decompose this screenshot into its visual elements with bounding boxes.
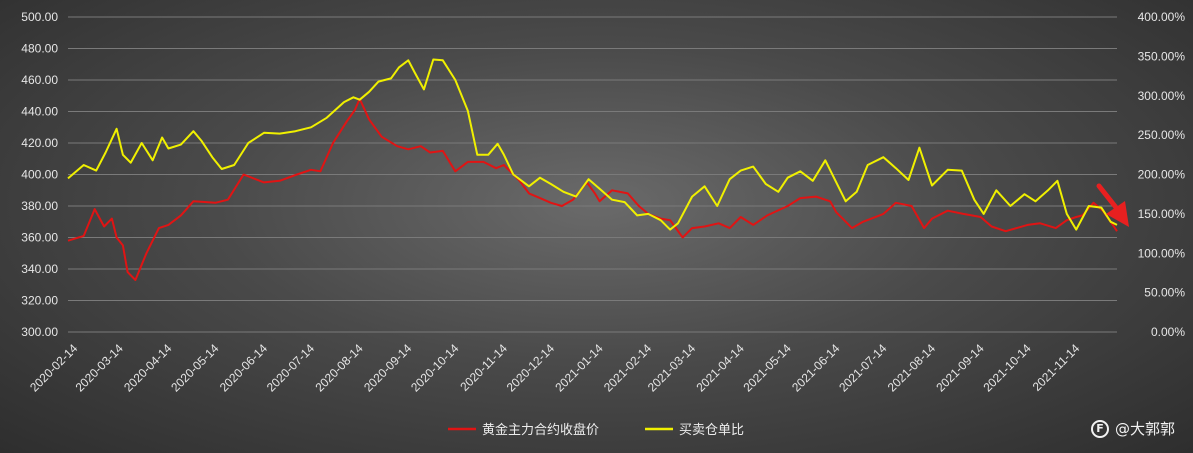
left-tick-label: 300.00 bbox=[21, 325, 58, 339]
x-tick-label: 2021-06-14 bbox=[789, 341, 843, 395]
x-tick-label: 2021-11-14 bbox=[1030, 341, 1083, 394]
left-tick-label: 480.00 bbox=[21, 42, 58, 56]
series-layer bbox=[67, 58, 1118, 281]
x-axis: 2020-02-142020-03-142020-04-142020-05-14… bbox=[27, 341, 1082, 395]
x-tick-label: 2020-08-14 bbox=[312, 341, 366, 395]
x-tick-label: 2020-06-14 bbox=[217, 341, 271, 395]
legend-label-warrant-ratio: 买卖仓单比 bbox=[679, 423, 744, 438]
right-tick-label: 400.00% bbox=[1138, 10, 1186, 24]
left-tick-label: 380.00 bbox=[21, 199, 58, 213]
watermark-author: @大郭郭 bbox=[1114, 420, 1175, 438]
x-tick-label: 2020-11-14 bbox=[457, 341, 510, 394]
right-tick-label: 350.00% bbox=[1138, 49, 1186, 63]
x-tick-label: 2020-02-14 bbox=[27, 341, 81, 395]
left-axis: 300.00 320.00 340.00 360.00 380.00 400.00 420.… bbox=[21, 10, 58, 339]
right-axis: 0.00% 50.00% 100.00% 150.00% 200.00% 250.00% 3… bbox=[1138, 10, 1186, 339]
annotation-layer bbox=[1096, 183, 1129, 227]
right-tick-label: 0.00% bbox=[1151, 325, 1185, 339]
legend-label-gold-price: 黄金主力合约收盘价 bbox=[482, 422, 599, 438]
x-tick-label: 2021-03-14 bbox=[645, 341, 699, 395]
x-tick-label: 2020-05-14 bbox=[168, 341, 222, 395]
right-tick-label: 150.00% bbox=[1138, 207, 1186, 221]
left-tick-label: 500.00 bbox=[21, 10, 58, 24]
x-tick-label: 2020-04-14 bbox=[121, 341, 175, 395]
x-tick-label: 2020-12-14 bbox=[504, 341, 558, 395]
series-line-warrant-ratio bbox=[67, 58, 1118, 231]
x-tick-label: 2021-09-14 bbox=[933, 341, 987, 395]
x-tick-label: 2021-08-14 bbox=[885, 341, 939, 395]
left-tick-label: 400.00 bbox=[21, 168, 58, 182]
right-tick-label: 300.00% bbox=[1138, 89, 1186, 103]
x-tick-label: 2021-04-14 bbox=[693, 341, 747, 395]
right-tick-label: 100.00% bbox=[1138, 246, 1186, 260]
x-tick-label: 2020-03-14 bbox=[73, 341, 127, 395]
legend: 黄金主力合约收盘价 买卖仓单比 bbox=[448, 422, 744, 438]
left-tick-label: 360.00 bbox=[21, 231, 58, 245]
series-line-gold-price bbox=[67, 97, 1118, 281]
watermark: F @大郭郭 bbox=[1090, 418, 1175, 439]
x-tick-label: 2021-01-14 bbox=[552, 341, 606, 395]
right-tick-label: 50.00% bbox=[1144, 286, 1185, 300]
left-tick-label: 340.00 bbox=[21, 262, 58, 276]
x-tick-label: 2020-10-14 bbox=[408, 341, 462, 395]
right-tick-label: 250.00% bbox=[1138, 128, 1186, 142]
left-tick-label: 440.00 bbox=[21, 105, 58, 119]
x-tick-label: 2020-09-14 bbox=[361, 341, 415, 395]
x-tick-label: 2021-05-14 bbox=[741, 341, 795, 395]
left-tick-label: 420.00 bbox=[21, 136, 58, 150]
gridlines bbox=[68, 16, 1117, 333]
red-arrow-shaft bbox=[1096, 183, 1121, 213]
x-tick-label: 2021-10-14 bbox=[980, 341, 1034, 395]
red-arrow-head-icon bbox=[1106, 201, 1129, 227]
x-tick-label: 2020-07-14 bbox=[264, 341, 318, 395]
right-tick-label: 200.00% bbox=[1138, 168, 1186, 182]
toutiao-logo-icon: F bbox=[1090, 419, 1109, 438]
left-tick-label: 460.00 bbox=[21, 73, 58, 87]
left-tick-label: 320.00 bbox=[21, 294, 58, 308]
x-tick-label: 2021-07-14 bbox=[836, 341, 890, 395]
